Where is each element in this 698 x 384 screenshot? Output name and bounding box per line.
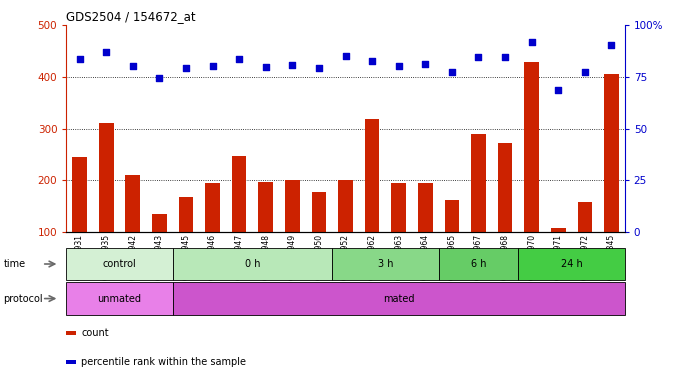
Bar bbox=[365, 119, 380, 284]
Point bbox=[579, 68, 591, 74]
Bar bbox=[551, 228, 565, 284]
Point bbox=[606, 41, 617, 48]
Point bbox=[127, 63, 138, 70]
Text: control: control bbox=[103, 259, 136, 269]
Bar bbox=[498, 143, 512, 284]
Point bbox=[260, 65, 272, 71]
Bar bbox=[445, 200, 459, 284]
Point bbox=[473, 54, 484, 60]
Bar bbox=[66, 248, 172, 280]
Point bbox=[446, 68, 457, 74]
Point bbox=[207, 63, 218, 70]
Bar bbox=[438, 248, 519, 280]
Bar bbox=[418, 183, 433, 284]
Bar bbox=[311, 192, 326, 284]
Point bbox=[154, 75, 165, 81]
Bar bbox=[179, 197, 193, 284]
Point bbox=[366, 58, 378, 64]
Bar bbox=[172, 282, 625, 315]
Point bbox=[553, 87, 564, 93]
Point bbox=[313, 65, 325, 71]
Point bbox=[393, 63, 404, 70]
Bar bbox=[73, 157, 87, 284]
Bar bbox=[66, 360, 76, 364]
Text: time: time bbox=[3, 259, 26, 269]
Bar bbox=[339, 180, 352, 284]
Point bbox=[180, 65, 191, 71]
Bar bbox=[258, 182, 273, 284]
Bar bbox=[172, 248, 332, 280]
Bar bbox=[524, 62, 539, 284]
Bar bbox=[577, 202, 592, 284]
Bar bbox=[519, 248, 625, 280]
Point bbox=[234, 56, 245, 62]
Text: 0 h: 0 h bbox=[245, 259, 260, 269]
Text: 6 h: 6 h bbox=[470, 259, 487, 269]
Bar bbox=[66, 331, 76, 335]
Bar bbox=[285, 180, 299, 284]
Text: unmated: unmated bbox=[98, 293, 142, 304]
Text: 3 h: 3 h bbox=[378, 259, 393, 269]
Text: GDS2504 / 154672_at: GDS2504 / 154672_at bbox=[66, 10, 196, 23]
Point bbox=[74, 56, 85, 62]
Bar bbox=[205, 183, 220, 284]
Bar bbox=[471, 134, 486, 284]
Bar bbox=[126, 175, 140, 284]
Point bbox=[500, 54, 511, 60]
Point bbox=[101, 50, 112, 56]
Text: count: count bbox=[82, 328, 109, 338]
Bar bbox=[392, 183, 406, 284]
Text: percentile rank within the sample: percentile rank within the sample bbox=[82, 357, 246, 367]
Point bbox=[340, 53, 351, 59]
Bar bbox=[232, 156, 246, 284]
Point bbox=[287, 62, 298, 68]
Bar bbox=[152, 214, 167, 284]
Point bbox=[419, 61, 431, 67]
Point bbox=[526, 38, 537, 45]
Bar bbox=[99, 123, 114, 284]
Bar bbox=[66, 282, 172, 315]
Text: mated: mated bbox=[383, 293, 415, 304]
Text: 24 h: 24 h bbox=[560, 259, 582, 269]
Bar bbox=[604, 74, 618, 284]
Bar bbox=[332, 248, 438, 280]
Text: protocol: protocol bbox=[3, 293, 43, 304]
